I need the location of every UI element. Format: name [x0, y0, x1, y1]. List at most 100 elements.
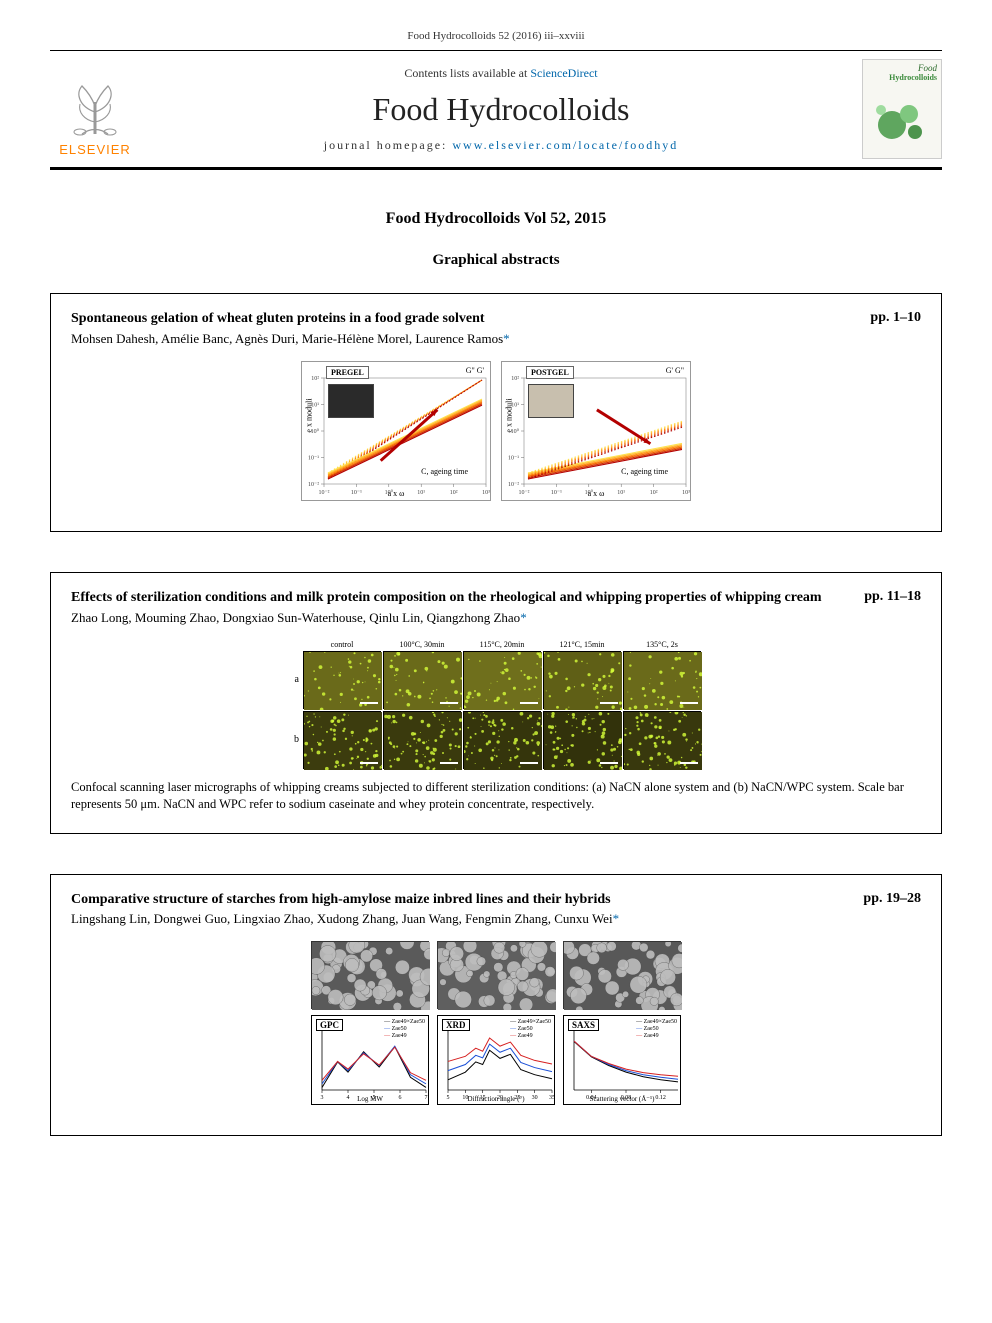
micrograph-cell: [623, 711, 701, 769]
micrograph-cell: [303, 651, 381, 709]
panel-state-label: PREGEL: [326, 366, 369, 379]
homepage-prefix: journal homepage:: [324, 138, 453, 152]
micrograph-col-label: 121°C, 15min: [543, 640, 621, 649]
spectrum-legend: — Zae49×Zae50— Zae50— Zae49: [510, 1019, 551, 1039]
abstract-caption: Confocal scanning laser micrographs of w…: [71, 779, 921, 813]
contents-prefix: Contents lists available at: [404, 66, 530, 80]
sem-image: [437, 941, 555, 1009]
spectrum-panel: 34567GPC— Zae49×Zae50— Zae50— Zae49Log M…: [311, 1015, 429, 1105]
spectrum-panel: 0.040.080.12SAXS— Zae49×Zae50— Zae50— Za…: [563, 1015, 681, 1105]
cover-line1: Food: [918, 63, 937, 73]
svg-text:10⁻²: 10⁻²: [519, 490, 530, 496]
micrograph-cell: [463, 711, 541, 769]
rheology-panel: 10⁻²10⁻¹10⁰10¹10²10³10⁻²10⁻¹10⁰10¹10²PRE…: [301, 361, 491, 501]
masthead: ELSEVIER Contents lists available at Sci…: [50, 50, 942, 170]
abstract-card: Comparative structure of starches from h…: [50, 874, 942, 1137]
homepage-line: journal homepage: www.elsevier.com/locat…: [152, 138, 850, 153]
svg-text:35: 35: [549, 1095, 555, 1101]
svg-text:10⁻¹: 10⁻¹: [508, 455, 519, 461]
publisher-logo: ELSEVIER: [50, 59, 140, 159]
masthead-center: Contents lists available at ScienceDirec…: [152, 60, 850, 159]
micrograph-col-label: 115°C, 20min: [463, 640, 541, 649]
micrograph-cell: [383, 651, 461, 709]
rheology-panel: 10⁻²10⁻¹10⁰10¹10²10³10⁻²10⁻¹10⁰10¹10²POS…: [501, 361, 691, 501]
svg-text:10²: 10²: [450, 490, 458, 496]
abstract-authors: Lingshang Lin, Dongwei Guo, Lingxiao Zha…: [71, 911, 843, 927]
micrograph-cell: [303, 711, 381, 769]
svg-text:3: 3: [321, 1095, 324, 1101]
svg-text:10²: 10²: [650, 490, 658, 496]
x-axis-label: a x ω: [388, 489, 405, 498]
svg-text:10⁻¹: 10⁻¹: [351, 490, 362, 496]
svg-text:0.12: 0.12: [655, 1095, 666, 1101]
micrograph-cell: [543, 711, 621, 769]
y-axis-label: e x moduli: [505, 398, 514, 432]
svg-text:10¹: 10¹: [417, 490, 425, 496]
svg-text:10⁻¹: 10⁻¹: [551, 490, 562, 496]
svg-text:10³: 10³: [682, 490, 690, 496]
abstract-pages: pp. 1–10: [870, 310, 921, 347]
cover-art-icon: [867, 86, 937, 154]
micrograph-col-label: 100°C, 30min: [383, 640, 461, 649]
svg-text:10⁻²: 10⁻²: [308, 482, 319, 488]
elsevier-tree-icon: [60, 72, 130, 142]
micrograph-col-label: control: [303, 640, 381, 649]
svg-text:10⁻¹: 10⁻¹: [308, 455, 319, 461]
publisher-name: ELSEVIER: [59, 142, 131, 157]
abstract-title: Comparative structure of starches from h…: [71, 891, 843, 910]
inset-photo: [328, 384, 374, 418]
spectrum-method-label: GPC: [316, 1019, 343, 1031]
graphical-abstract: 10⁻²10⁻¹10⁰10¹10²10³10⁻²10⁻¹10⁰10¹10²PRE…: [71, 361, 921, 501]
abstract-card: Spontaneous gelation of wheat gluten pro…: [50, 293, 942, 532]
panel-legend: G" G': [466, 366, 484, 375]
corresponding-marker: *: [503, 331, 510, 346]
abstract-pages: pp. 19–28: [863, 891, 921, 928]
svg-text:10²: 10²: [311, 376, 319, 382]
micrograph-col-label: 135°C, 2s: [623, 640, 701, 649]
spectrum-legend: — Zae49×Zae50— Zae50— Zae49: [384, 1019, 425, 1039]
svg-text:10⁻²: 10⁻²: [319, 490, 330, 496]
graphical-abstract: 34567GPC— Zae49×Zae50— Zae50— Zae49Log M…: [71, 941, 921, 1105]
sem-image: [563, 941, 681, 1009]
spectrum-x-label: Scattering vector (Å⁻¹): [590, 1095, 655, 1103]
corresponding-marker: *: [613, 911, 620, 926]
micrograph-cell: [623, 651, 701, 709]
spectrum-method-label: XRD: [442, 1019, 470, 1031]
sem-image: [311, 941, 429, 1009]
svg-text:10¹: 10¹: [617, 490, 625, 496]
spectrum-x-label: Diffraction angle (°): [467, 1095, 524, 1103]
annotation-text: C, ageing time: [621, 467, 668, 476]
graphical-abstract: control100°C, 30min115°C, 20min121°C, 15…: [71, 640, 921, 769]
spectrum-method-label: SAXS: [568, 1019, 599, 1031]
page-subheading: Graphical abstracts: [50, 252, 942, 269]
abstract-card: Effects of sterilization conditions and …: [50, 572, 942, 834]
svg-text:7: 7: [425, 1095, 428, 1101]
cover-thumbnail: Food Hydrocolloids: [862, 59, 942, 159]
micrograph-cell: [463, 651, 541, 709]
starch-composite: 34567GPC— Zae49×Zae50— Zae50— Zae49Log M…: [311, 941, 681, 1105]
homepage-link[interactable]: www.elsevier.com/locate/foodhyd: [452, 138, 678, 152]
running-head: Food Hydrocolloids 52 (2016) iii–xxviii: [50, 30, 942, 42]
svg-text:10²: 10²: [511, 376, 519, 382]
page-heading: Food Hydrocolloids Vol 52, 2015: [50, 210, 942, 228]
svg-text:10³: 10³: [482, 490, 490, 496]
panel-legend: G' G": [666, 366, 684, 375]
micrograph-cell: [543, 651, 621, 709]
abstract-title: Effects of sterilization conditions and …: [71, 589, 844, 608]
cover-line2: Hydrocolloids: [889, 73, 937, 82]
contents-line: Contents lists available at ScienceDirec…: [152, 66, 850, 81]
svg-text:5: 5: [447, 1095, 450, 1101]
sciencedirect-link[interactable]: ScienceDirect: [530, 66, 597, 80]
abstract-authors: Mohsen Dahesh, Amélie Banc, Agnès Duri, …: [71, 331, 850, 347]
svg-text:10⁻²: 10⁻²: [508, 482, 519, 488]
inset-photo: [528, 384, 574, 418]
corresponding-marker: *: [520, 610, 527, 625]
svg-text:30: 30: [532, 1095, 538, 1101]
svg-text:6: 6: [399, 1095, 402, 1101]
spectrum-legend: — Zae49×Zae50— Zae50— Zae49: [636, 1019, 677, 1039]
spectrum-panel: 5101520253035XRD— Zae49×Zae50— Zae50— Za…: [437, 1015, 555, 1105]
micrograph-grid: control100°C, 30min115°C, 20min121°C, 15…: [291, 640, 701, 769]
abstract-pages: pp. 11–18: [864, 589, 921, 626]
journal-title: Food Hydrocolloids: [152, 91, 850, 128]
micrograph-row-label: b: [291, 734, 301, 745]
